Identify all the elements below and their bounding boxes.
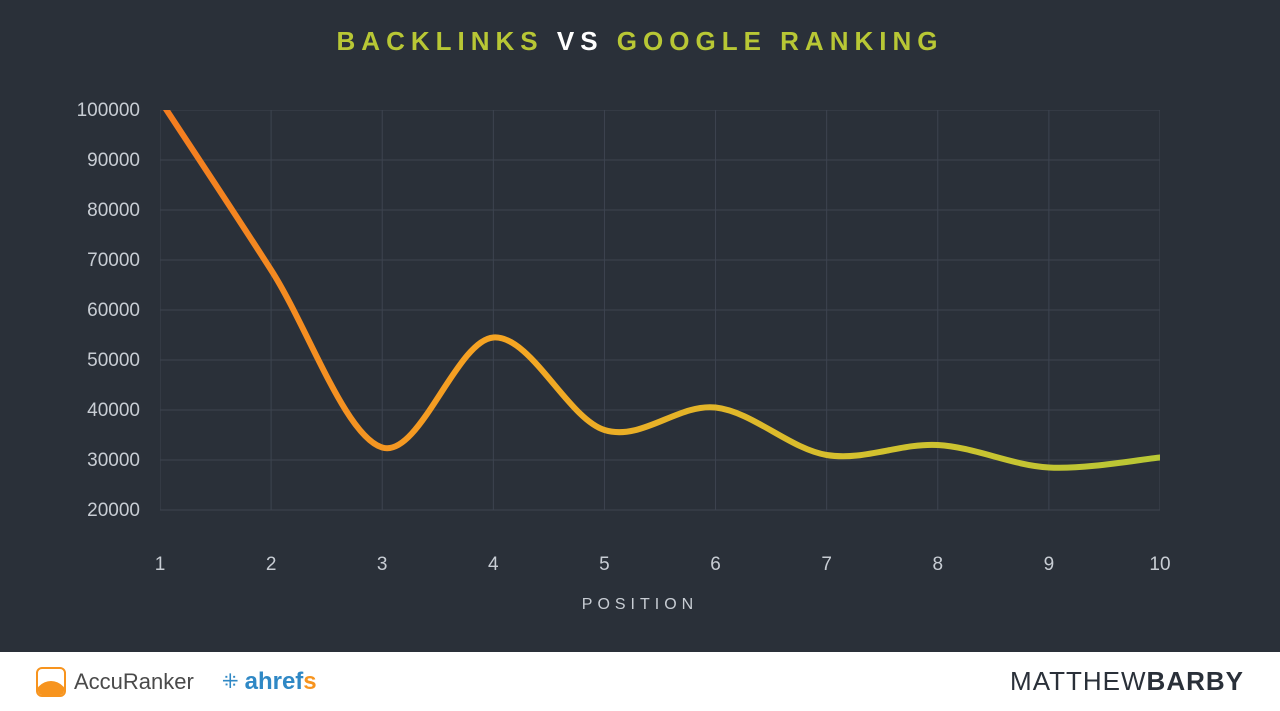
svg-text:10: 10 bbox=[1149, 554, 1170, 575]
footer-bar: AccuRanker ⁜ ahrefs MATTHEWBARBY bbox=[0, 652, 1280, 711]
title-part2: VS bbox=[557, 26, 604, 56]
author-first: MATTHEW bbox=[1010, 666, 1147, 696]
svg-text:20000: 20000 bbox=[87, 500, 140, 521]
accuranker-label: AccuRanker bbox=[74, 669, 194, 695]
x-axis-labels: 1 2 3 4 5 6 7 8 9 10 bbox=[0, 540, 1280, 600]
svg-text:80000: 80000 bbox=[87, 200, 140, 221]
svg-text:70000: 70000 bbox=[87, 250, 140, 271]
x-axis-title: POSITION bbox=[0, 596, 1280, 614]
svg-text:60000: 60000 bbox=[87, 300, 140, 321]
ahrefs-icon: ⁜ bbox=[222, 669, 237, 694]
svg-text:3: 3 bbox=[377, 554, 388, 575]
svg-text:6: 6 bbox=[710, 554, 721, 575]
ahrefs-label: ahrefs bbox=[245, 668, 317, 696]
svg-text:2: 2 bbox=[266, 554, 277, 575]
chart-svg bbox=[160, 110, 1160, 540]
author-last: BARBY bbox=[1147, 666, 1244, 696]
ahrefs-part1: ahref bbox=[245, 668, 304, 695]
title-part3: GOOGLE RANKING bbox=[617, 26, 944, 56]
accuranker-icon bbox=[36, 667, 66, 697]
svg-text:100000: 100000 bbox=[77, 100, 140, 121]
chart-title: BACKLINKS VS GOOGLE RANKING bbox=[0, 0, 1280, 57]
svg-text:30000: 30000 bbox=[87, 450, 140, 471]
chart-panel: BACKLINKS VS GOOGLE RANKING 20000 30000 40… bbox=[0, 0, 1280, 652]
plot-area bbox=[160, 110, 1160, 540]
svg-text:8: 8 bbox=[932, 554, 943, 575]
ahrefs-brand: ⁜ ahrefs bbox=[222, 668, 317, 696]
svg-text:90000: 90000 bbox=[87, 150, 140, 171]
svg-text:40000: 40000 bbox=[87, 400, 140, 421]
author-credit: MATTHEWBARBY bbox=[1010, 666, 1244, 697]
ahrefs-part2: s bbox=[303, 668, 316, 695]
svg-text:7: 7 bbox=[821, 554, 832, 575]
svg-text:4: 4 bbox=[488, 554, 499, 575]
svg-text:9: 9 bbox=[1044, 554, 1055, 575]
title-part1: BACKLINKS bbox=[337, 26, 544, 56]
svg-text:5: 5 bbox=[599, 554, 610, 575]
accuranker-brand: AccuRanker bbox=[36, 667, 194, 697]
svg-text:1: 1 bbox=[155, 554, 166, 575]
svg-text:50000: 50000 bbox=[87, 350, 140, 371]
